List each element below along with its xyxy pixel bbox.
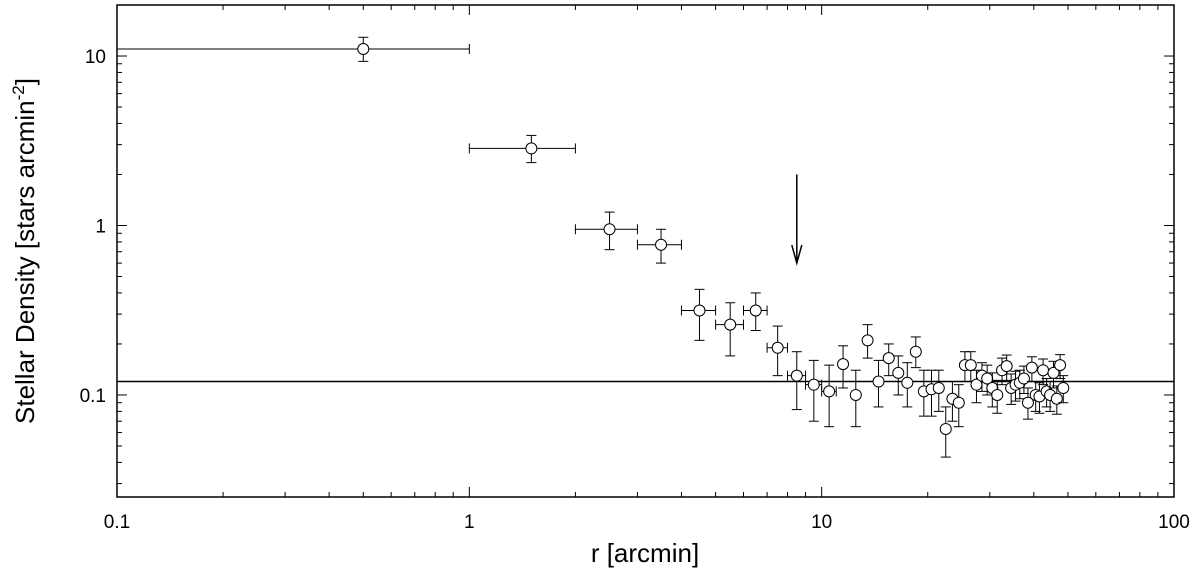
data-point (636, 228, 682, 264)
data-marker (1017, 372, 1030, 385)
data-point (925, 369, 938, 417)
data-point (821, 364, 837, 428)
data-point (787, 351, 807, 411)
data-point (901, 362, 914, 408)
data-marker (892, 366, 905, 379)
data-points (116, 36, 1070, 458)
data-point (991, 379, 1004, 414)
data-point (743, 292, 768, 332)
data-marker (932, 381, 945, 394)
data-point (952, 384, 965, 428)
data-marker (603, 223, 616, 236)
data-marker (771, 341, 784, 354)
data-point (872, 359, 885, 408)
data-marker (882, 352, 895, 365)
data-marker (1047, 366, 1060, 379)
data-marker (1037, 364, 1050, 377)
axis-ticks: 0.1 1 10 100 0.1 1 10 (80, 4, 1190, 533)
x-tick-label: 10 (811, 512, 832, 533)
data-marker (991, 388, 1004, 401)
arrow-head (791, 244, 803, 266)
y-tick-label: 10 (85, 47, 106, 68)
data-marker (872, 375, 885, 388)
radius-marker-arrow (791, 174, 803, 266)
data-marker (1050, 392, 1063, 405)
data-point (849, 369, 862, 428)
plot-frame (116, 4, 1175, 498)
data-marker (909, 345, 922, 358)
data-point (939, 406, 952, 458)
data-marker (1057, 381, 1070, 394)
data-marker (525, 142, 538, 155)
data-point (932, 369, 945, 412)
y-tick-label: 1 (95, 216, 106, 237)
data-point (468, 134, 576, 164)
data-marker (1021, 396, 1034, 409)
data-point (680, 288, 717, 341)
data-marker (655, 238, 668, 251)
data-marker (939, 422, 952, 435)
data-point (715, 302, 745, 357)
data-marker (861, 334, 874, 347)
data-point (1057, 375, 1070, 404)
x-tick-label: 0.1 (104, 512, 130, 533)
data-point (1021, 387, 1034, 420)
data-marker (964, 359, 977, 372)
data-marker (901, 376, 914, 389)
data-marker (823, 385, 836, 398)
data-marker (790, 369, 803, 382)
data-point (1037, 358, 1050, 386)
data-marker (724, 318, 737, 331)
data-marker (952, 396, 965, 409)
x-tick-label: 100 (1158, 512, 1190, 533)
data-marker (807, 378, 820, 391)
y-axis-title-sup: -2 (9, 85, 28, 100)
data-point (116, 36, 470, 62)
data-marker (1054, 359, 1067, 372)
data-marker (837, 358, 850, 371)
x-tick-label: 1 (464, 512, 475, 533)
data-marker (849, 388, 862, 401)
data-marker (1025, 361, 1038, 374)
data-point (766, 325, 789, 377)
data-point (1000, 354, 1013, 381)
data-point (909, 336, 922, 369)
data-point (837, 345, 850, 389)
data-point (574, 211, 638, 251)
data-point (861, 324, 874, 359)
y-axis-title-tail: ] (10, 78, 40, 85)
data-point (805, 359, 823, 422)
data-marker (693, 304, 706, 317)
data-point (1054, 354, 1067, 380)
y-axis-title-main: Stellar Density [stars arcmin (10, 100, 40, 424)
y-axis-title: Stellar Density [stars arcmin-2] (9, 78, 40, 424)
data-point (882, 343, 895, 377)
data-marker (357, 43, 370, 56)
data-point (892, 355, 905, 396)
x-axis-title: r [arcmin] (591, 538, 699, 568)
data-marker (1000, 360, 1013, 373)
y-tick-label: 0.1 (80, 386, 106, 407)
data-point (964, 351, 977, 383)
data-marker (749, 304, 762, 317)
